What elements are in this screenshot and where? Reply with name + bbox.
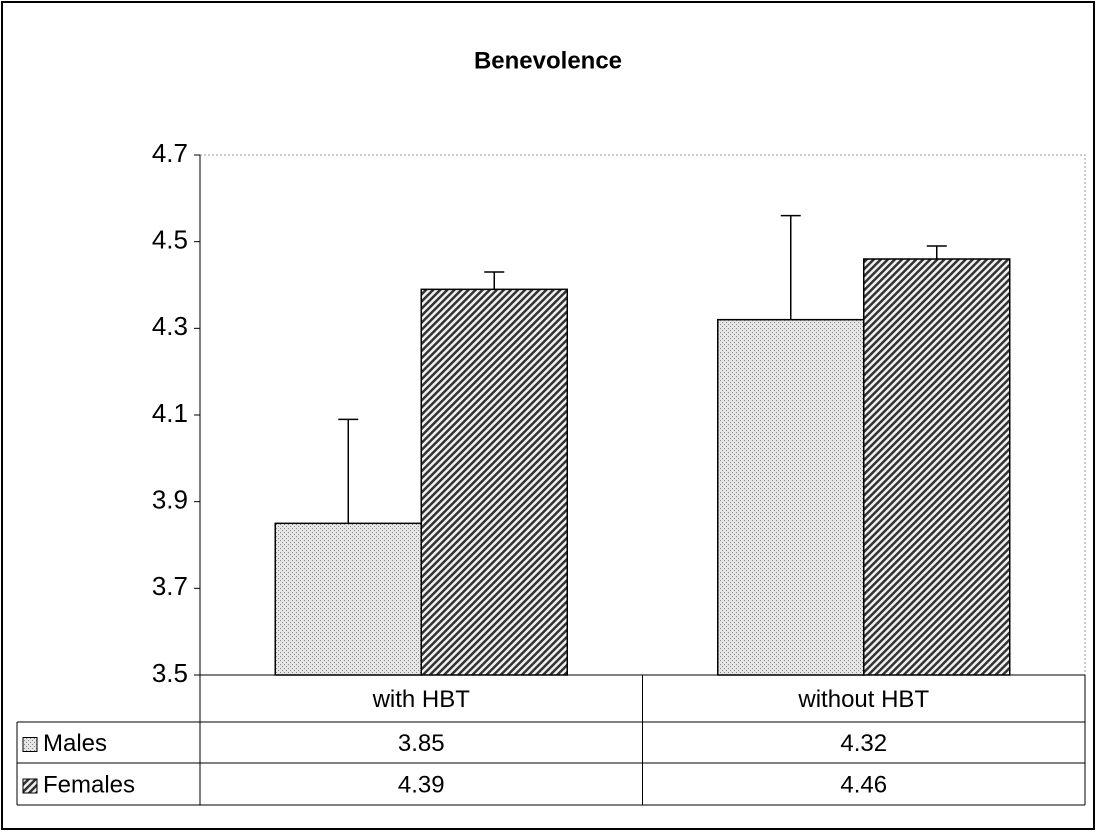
y-tick-label: 3.7 — [152, 571, 188, 601]
y-tick-label: 4.1 — [152, 398, 188, 428]
bar — [717, 318, 865, 676]
x-tick-label: without HBT — [797, 686, 929, 713]
bar — [420, 288, 568, 676]
table-value: 4.32 — [840, 730, 887, 757]
y-tick-label: 4.5 — [152, 225, 188, 255]
y-tick-label: 3.5 — [152, 658, 188, 688]
legend-label: Males — [43, 730, 107, 757]
x-tick-label: with HBT — [372, 686, 471, 713]
y-tick-label: 3.9 — [152, 485, 188, 515]
legend-key — [22, 778, 38, 794]
y-tick-label: 4.3 — [152, 311, 188, 341]
legend-label: Females — [43, 771, 135, 798]
chart-title: Benevolence — [474, 47, 622, 74]
table-value: 3.85 — [398, 730, 445, 757]
table-value: 4.39 — [398, 771, 445, 798]
table-value: 4.46 — [840, 771, 887, 798]
bar — [863, 258, 1011, 676]
bar — [274, 522, 422, 676]
legend-key — [22, 737, 38, 752]
y-tick-label: 4.7 — [152, 138, 188, 168]
